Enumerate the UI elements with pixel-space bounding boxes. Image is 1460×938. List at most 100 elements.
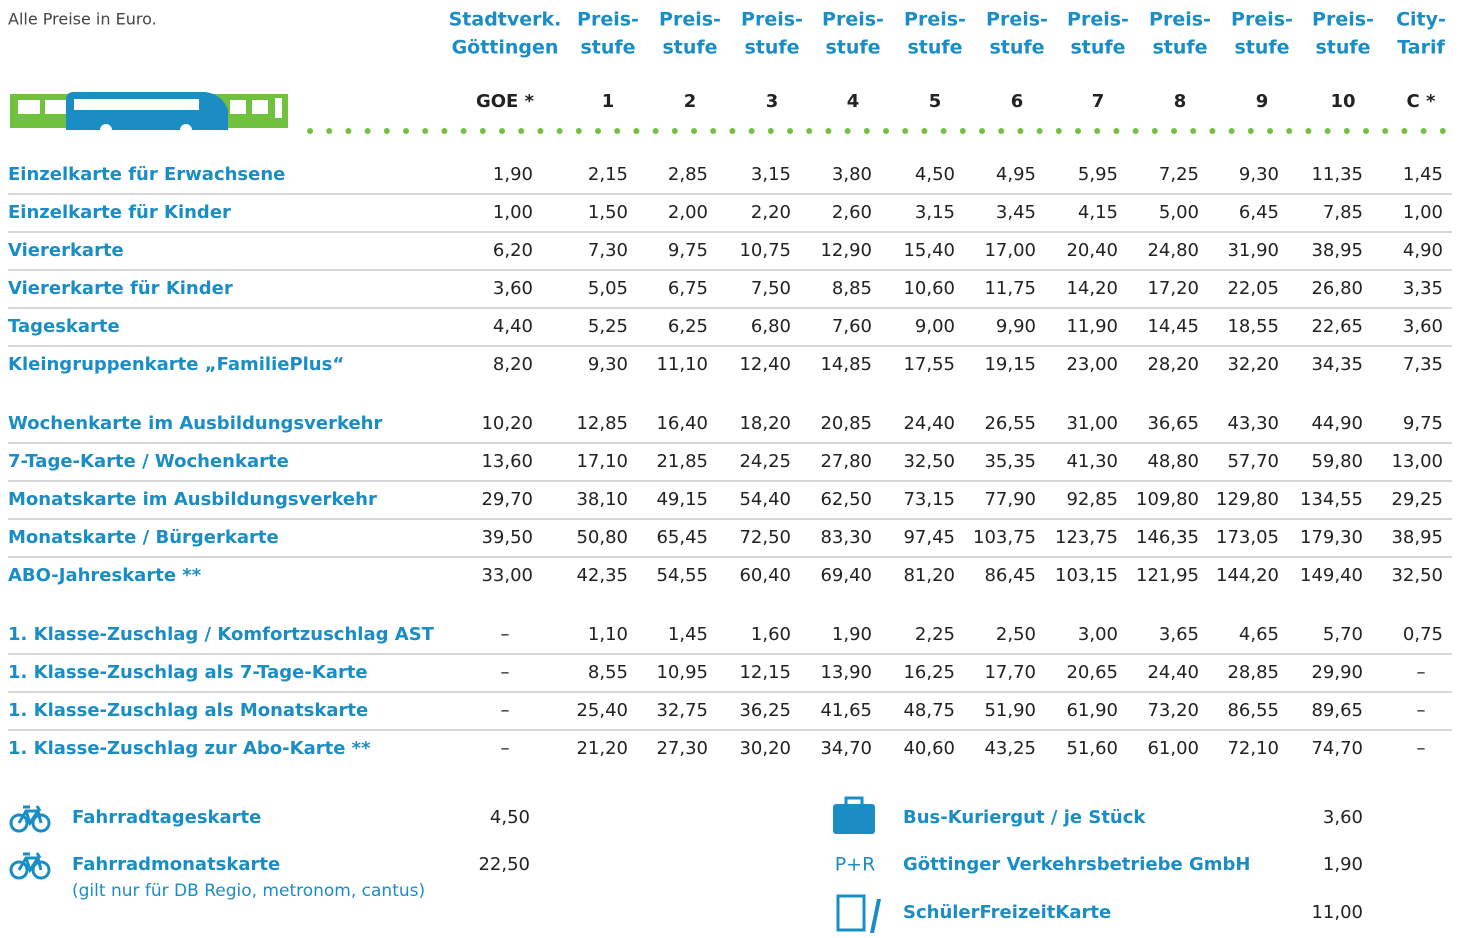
column-header: Tarif (1397, 37, 1445, 59)
dot (365, 128, 371, 134)
price: 13,60 (481, 451, 533, 472)
price: 81,20 (903, 565, 955, 586)
price: 29,25 (1391, 489, 1443, 510)
case-handle (846, 798, 862, 806)
price: 5,25 (588, 316, 628, 337)
price: 103,75 (973, 527, 1036, 548)
price: – (1417, 662, 1426, 683)
dot (1229, 128, 1235, 134)
column-code: 10 (1330, 91, 1355, 112)
price: 1,00 (1403, 202, 1443, 223)
price: 5,05 (588, 278, 628, 299)
dot (576, 128, 582, 134)
price: 17,20 (1147, 278, 1199, 299)
price: 9,75 (668, 240, 708, 261)
price: 179,30 (1300, 527, 1363, 548)
price: 33,00 (481, 565, 533, 586)
price: 9,00 (915, 316, 955, 337)
dot (998, 128, 1004, 134)
price: 61,90 (1066, 700, 1118, 721)
price: 1,60 (751, 624, 791, 645)
price: 7,35 (1403, 354, 1443, 375)
price: 12,85 (576, 413, 628, 434)
price: 34,70 (820, 738, 872, 759)
column-header: Preis- (1067, 9, 1129, 31)
notebook-icon (838, 896, 864, 930)
price: 29,70 (481, 489, 533, 510)
price: 9,90 (996, 316, 1036, 337)
column-header: stufe (580, 37, 635, 59)
price: 11,35 (1311, 164, 1363, 185)
price: 20,40 (1066, 240, 1118, 261)
column-code: GOE * (476, 91, 535, 112)
price: 2,85 (668, 164, 708, 185)
price: 22,65 (1311, 316, 1363, 337)
price: 24,25 (739, 451, 791, 472)
dot (1286, 128, 1292, 134)
price: 28,20 (1147, 354, 1199, 375)
price: 16,40 (656, 413, 708, 434)
price: 5,70 (1323, 624, 1363, 645)
price: 40,60 (903, 738, 955, 759)
price: 7,25 (1159, 164, 1199, 185)
row-label: Monatskarte im Ausbildungsverkehr (8, 489, 377, 510)
dot (710, 128, 716, 134)
row-label: Viererkarte für Kinder (8, 278, 233, 299)
row-label: Kleingruppenkarte „FamiliePlus“ (8, 354, 344, 375)
price: 48,80 (1147, 451, 1199, 472)
column-header: Göttingen (452, 37, 559, 59)
price: 18,55 (1227, 316, 1279, 337)
price: 72,10 (1227, 738, 1279, 759)
price-table: Alle Preise in Euro. Stadtverk.Göttingen… (0, 0, 1460, 938)
price: 4,15 (1078, 202, 1118, 223)
price: 32,50 (1391, 565, 1443, 586)
price: 1,90 (493, 164, 533, 185)
price: 22,05 (1227, 278, 1279, 299)
price: 10,60 (903, 278, 955, 299)
dot (518, 128, 524, 134)
dot (384, 128, 390, 134)
price: 17,70 (984, 662, 1036, 683)
price: 23,00 (1066, 354, 1118, 375)
dot (307, 128, 313, 134)
extra-label: Göttinger Verkehrsbetriebe GmbH (903, 854, 1251, 875)
dot (1133, 128, 1139, 134)
price: 3,00 (1078, 624, 1118, 645)
price: 97,45 (903, 527, 955, 548)
price: 129,80 (1216, 489, 1279, 510)
price: 103,15 (1055, 565, 1118, 586)
column-header: Preis- (904, 9, 966, 31)
price: 36,65 (1147, 413, 1199, 434)
price: 11,10 (656, 354, 708, 375)
dot (902, 128, 908, 134)
price: 86,55 (1227, 700, 1279, 721)
column-code: 6 (1011, 91, 1024, 112)
column-header: stufe (825, 37, 880, 59)
price: 25,40 (576, 700, 628, 721)
price: 1,00 (493, 202, 533, 223)
column-code: 5 (929, 91, 942, 112)
column-header: stufe (1234, 37, 1289, 59)
bike-icon (11, 853, 49, 878)
dot (461, 128, 467, 134)
price: 12,40 (739, 354, 791, 375)
dot (422, 128, 428, 134)
price: 1,50 (588, 202, 628, 223)
price: 43,30 (1227, 413, 1279, 434)
dot (326, 128, 332, 134)
price: 2,00 (668, 202, 708, 223)
column-code: C * (1407, 91, 1436, 112)
price: 3,15 (751, 164, 791, 185)
price: 10,20 (481, 413, 533, 434)
price: 1,45 (668, 624, 708, 645)
row-label: 1. Klasse-Zuschlag zur Abo-Karte ** (8, 738, 371, 759)
price: 4,50 (915, 164, 955, 185)
price: 2,60 (832, 202, 872, 223)
price: 30,20 (739, 738, 791, 759)
column-header: Preis- (1149, 9, 1211, 31)
extra-price: 3,60 (1323, 807, 1363, 828)
price: 20,65 (1066, 662, 1118, 683)
extra-price: 22,50 (478, 854, 530, 875)
dot (921, 128, 927, 134)
dot (653, 128, 659, 134)
